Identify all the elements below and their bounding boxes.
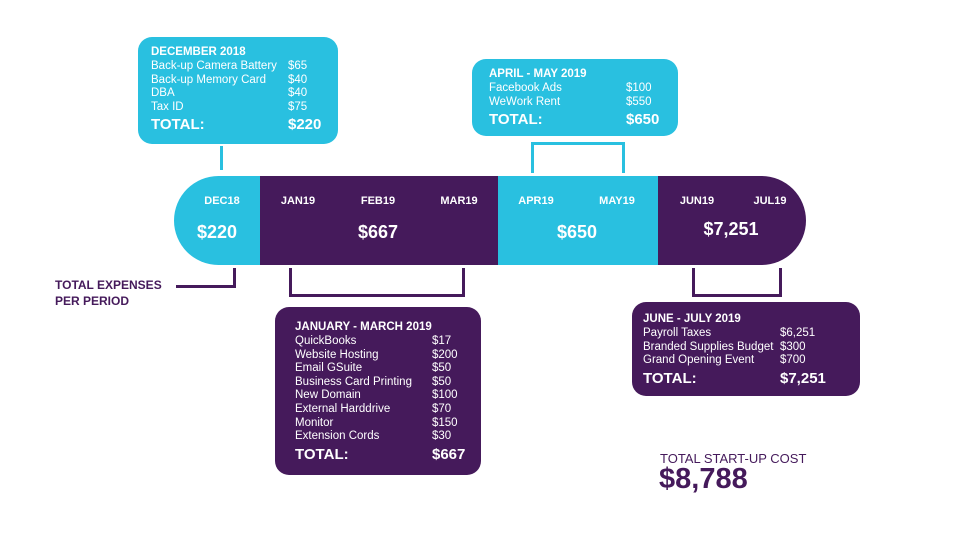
- janmar-box: JANUARY - MARCH 2019 QuickBooks $17 Websit…: [275, 307, 481, 475]
- janmar-item: QuickBooks $17: [295, 335, 469, 349]
- junjul-item: Grand Opening Event $700: [643, 354, 848, 368]
- december-total: TOTAL: $220: [151, 116, 326, 133]
- janmar-item: Website Hosting $200: [295, 349, 469, 363]
- janmar-item: Email GSuite $50: [295, 362, 469, 376]
- dec-item: DBA $40: [151, 87, 326, 101]
- janmar-item-value: $50: [432, 362, 452, 375]
- janmar-heading: JANUARY - MARCH 2019: [295, 321, 432, 333]
- junjul-box: JUNE - JULY 2019 Payroll Taxes $6,251 Bran…: [632, 302, 860, 396]
- aprmay-items: Facebook Ads $100 WeWork Rent $550: [489, 82, 666, 109]
- startup-cost-label: TOTAL START-UP COST: [660, 451, 807, 466]
- janmar-item-value: $30: [432, 430, 452, 443]
- december-heading: DECEMBER 2018: [151, 46, 246, 58]
- janmar-item-name: Monitor: [295, 416, 334, 429]
- segment-janmar: [260, 176, 498, 265]
- junjul-bracket: [692, 268, 782, 297]
- junjul-item-name: Payroll Taxes: [643, 327, 712, 339]
- dec-item-name: Back-up Memory Card: [151, 73, 267, 86]
- janmar-item: External Harddrive $70: [295, 403, 469, 417]
- month-jan19: JAN19: [280, 195, 316, 207]
- total-junjul: $7,251: [703, 219, 759, 239]
- junjul-item: Branded Supplies Budget $300: [643, 341, 848, 355]
- junjul-item-name: Grand Opening Event: [643, 354, 755, 367]
- janmar-item: Extension Cords $30: [295, 430, 469, 444]
- dec-item-name: Back-up Camera Battery: [151, 60, 277, 72]
- segment-dec: [174, 176, 260, 265]
- total-aprmay: $650: [556, 222, 598, 242]
- janmar-total-value: $667: [432, 445, 466, 463]
- dec-item-value: $65: [288, 60, 308, 72]
- side-label-connector: [176, 268, 236, 288]
- month-feb19: FEB19: [360, 195, 396, 207]
- total-janmar: $667: [357, 222, 399, 242]
- janmar-item-value: $200: [432, 348, 458, 361]
- junjul-total: TOTAL: $7,251: [643, 370, 848, 387]
- janmar-item: New Domain $100: [295, 389, 469, 403]
- janmar-item: Monitor $150: [295, 417, 469, 431]
- month-may19: MAY19: [599, 195, 635, 207]
- aprmay-item-value: $550: [626, 95, 652, 108]
- aprmay-total-label: TOTAL:: [489, 111, 543, 129]
- total-dec: $220: [196, 222, 238, 242]
- dec-item-value: $75: [288, 100, 308, 113]
- aprmay-item: WeWork Rent $550: [489, 96, 666, 110]
- dec-item: Back-up Memory Card $40: [151, 74, 326, 88]
- aprmay-heading: APRIL - MAY 2019: [489, 68, 587, 80]
- janmar-bracket: [289, 268, 465, 297]
- dec-item-name: Tax ID: [151, 100, 184, 113]
- janmar-items: QuickBooks $17 Website Hosting $200 Email GS…: [295, 335, 469, 444]
- dec-item-value: $40: [288, 73, 308, 86]
- segment-junjul: [658, 176, 806, 265]
- segment-aprmay: [498, 176, 658, 265]
- dec-item: Back-up Camera Battery $65: [151, 60, 326, 74]
- janmar-item: Business Card Printing $50: [295, 376, 469, 390]
- junjul-heading: JUNE - JULY 2019: [643, 313, 741, 325]
- aprmay-item-name: Facebook Ads: [489, 82, 562, 94]
- month-dec18: DEC18: [204, 195, 240, 207]
- month-apr19: APR19: [518, 195, 554, 207]
- total-expenses-label: TOTAL EXPENSES PER PERIOD: [55, 278, 162, 308]
- janmar-item-value: $17: [432, 335, 452, 347]
- janmar-item-name: External Harddrive: [295, 402, 391, 415]
- month-jul19: JUL19: [753, 195, 787, 207]
- aprmay-item-name: WeWork Rent: [489, 95, 561, 108]
- aprmay-bracket: [531, 142, 625, 173]
- janmar-item-value: $100: [432, 389, 458, 402]
- junjul-item: Payroll Taxes $6,251: [643, 327, 848, 341]
- janmar-total: TOTAL: $667: [295, 446, 469, 463]
- junjul-item-name: Branded Supplies Budget: [643, 340, 774, 353]
- dec-item-value: $40: [288, 87, 308, 100]
- december-items: Back-up Camera Battery $65 Back-up Memory …: [151, 60, 326, 114]
- december-total-value: $220: [288, 116, 322, 134]
- month-mar19: MAR19: [440, 195, 478, 207]
- janmar-item-name: New Domain: [295, 389, 361, 402]
- aprmay-box: APRIL - MAY 2019 Facebook Ads $100 WeWork …: [472, 59, 678, 136]
- junjul-items: Payroll Taxes $6,251 Branded Supplies Budg…: [643, 327, 848, 368]
- janmar-item-name: QuickBooks: [295, 335, 357, 347]
- dec-item: Tax ID $75: [151, 101, 326, 115]
- janmar-item-value: $70: [432, 402, 452, 415]
- janmar-item-name: Business Card Printing: [295, 375, 412, 388]
- janmar-item-value: $50: [432, 375, 452, 388]
- aprmay-total-value: $650: [626, 111, 660, 129]
- december-total-label: TOTAL:: [151, 116, 205, 134]
- month-jun19: JUN19: [679, 195, 715, 207]
- december-box: DECEMBER 2018 Back-up Camera Battery $65 B…: [138, 37, 338, 144]
- junjul-total-label: TOTAL:: [643, 369, 697, 387]
- aprmay-total: TOTAL: $650: [489, 111, 666, 128]
- junjul-item-value: $6,251: [780, 327, 816, 339]
- janmar-item-name: Extension Cords: [295, 430, 380, 443]
- startup-cost-value: $8,788: [659, 463, 748, 495]
- janmar-total-label: TOTAL:: [295, 445, 349, 463]
- dec-item-name: DBA: [151, 87, 175, 100]
- junjul-item-value: $700: [780, 354, 806, 367]
- janmar-item-name: Email GSuite: [295, 362, 363, 375]
- aprmay-item-value: $100: [626, 82, 652, 94]
- janmar-item-name: Website Hosting: [295, 348, 379, 361]
- junjul-total-value: $7,251: [780, 369, 826, 387]
- junjul-item-value: $300: [780, 340, 806, 353]
- janmar-item-value: $150: [432, 416, 458, 429]
- dec-connector: [220, 146, 223, 170]
- aprmay-item: Facebook Ads $100: [489, 82, 666, 96]
